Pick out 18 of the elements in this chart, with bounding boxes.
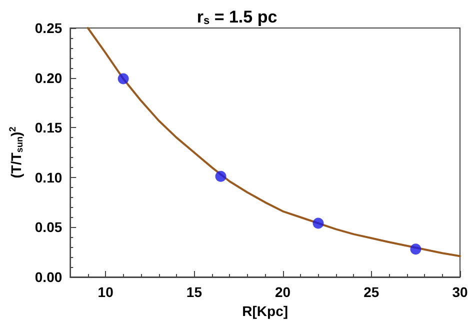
x-tick-label: 30 [452, 284, 468, 300]
x-tick-label: 25 [364, 284, 380, 300]
x-axis-title: R[Kpc] [242, 302, 288, 319]
point [410, 244, 422, 255]
line-series [86, 27, 461, 258]
x-tick-label: 10 [98, 284, 114, 300]
y-tick-label: 0.20 [34, 70, 62, 86]
y-tick-label: 0.00 [34, 269, 62, 285]
y-tick-label: 0.05 [34, 219, 62, 236]
y-tick-label: 0.10 [34, 169, 62, 186]
y-tick-label: 0.15 [34, 120, 62, 136]
point [312, 218, 324, 229]
x-tick-label: 15 [186, 284, 202, 300]
x-tick-label: 20 [275, 284, 291, 300]
y-axis-title: (T/Tsun)2 [8, 126, 24, 178]
point [118, 73, 129, 84]
point [215, 170, 226, 182]
y-tick-label: 0.25 [34, 20, 62, 36]
